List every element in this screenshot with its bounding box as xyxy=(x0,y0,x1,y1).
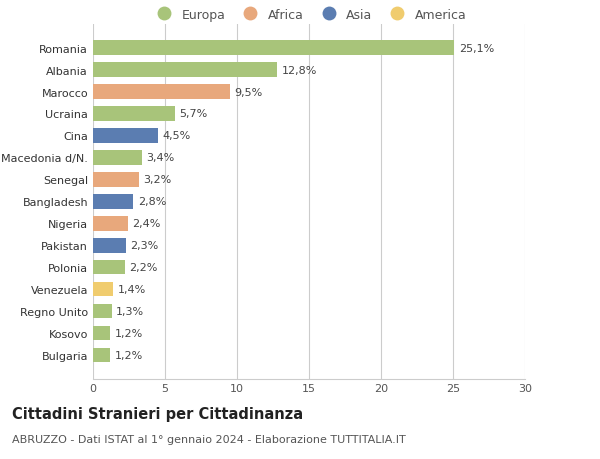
Bar xyxy=(93,173,139,187)
Text: 3,4%: 3,4% xyxy=(146,153,175,163)
Text: ABRUZZO - Dati ISTAT al 1° gennaio 2024 - Elaborazione TUTTITALIA.IT: ABRUZZO - Dati ISTAT al 1° gennaio 2024 … xyxy=(12,434,406,444)
Bar xyxy=(93,85,230,100)
Legend: Europa, Africa, Asia, America: Europa, Africa, Asia, America xyxy=(151,9,467,22)
Text: 1,2%: 1,2% xyxy=(115,329,143,339)
Bar xyxy=(93,129,158,143)
Text: 4,5%: 4,5% xyxy=(162,131,190,141)
Bar xyxy=(93,107,175,121)
Bar xyxy=(93,151,142,165)
Text: 2,3%: 2,3% xyxy=(130,241,158,251)
Bar xyxy=(93,239,126,253)
Bar xyxy=(93,348,110,363)
Text: 1,4%: 1,4% xyxy=(118,285,146,295)
Bar xyxy=(93,326,110,341)
Text: 12,8%: 12,8% xyxy=(281,65,317,75)
Bar xyxy=(93,261,125,275)
Bar xyxy=(93,304,112,319)
Bar xyxy=(93,63,277,78)
Bar xyxy=(93,283,113,297)
Text: 9,5%: 9,5% xyxy=(234,87,262,97)
Text: 25,1%: 25,1% xyxy=(459,44,494,53)
Text: Cittadini Stranieri per Cittadinanza: Cittadini Stranieri per Cittadinanza xyxy=(12,406,303,421)
Text: 2,4%: 2,4% xyxy=(132,219,160,229)
Bar xyxy=(93,217,128,231)
Text: 1,3%: 1,3% xyxy=(116,307,144,317)
Bar xyxy=(93,195,133,209)
Text: 2,8%: 2,8% xyxy=(137,197,166,207)
Text: 1,2%: 1,2% xyxy=(115,351,143,360)
Text: 5,7%: 5,7% xyxy=(179,109,208,119)
Text: 3,2%: 3,2% xyxy=(143,175,172,185)
Text: 2,2%: 2,2% xyxy=(129,263,157,273)
Bar xyxy=(93,41,454,56)
